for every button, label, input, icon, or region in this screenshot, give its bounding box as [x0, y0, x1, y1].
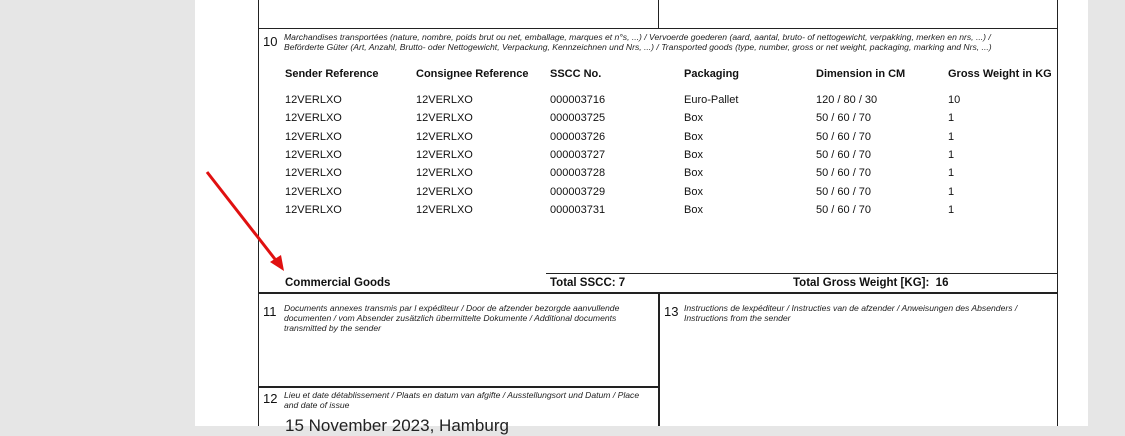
goods-description: Commercial Goods	[285, 277, 391, 289]
table-cell: Euro-Pallet	[684, 94, 739, 106]
red-arrow-annotation	[205, 171, 284, 271]
table-cell: 50 / 60 / 70	[816, 203, 872, 216]
table-cell: 1	[948, 112, 955, 125]
table-cell: 12VERLXO	[285, 167, 342, 180]
column-header: Sender Reference	[285, 68, 379, 80]
table-cell: Box	[684, 130, 703, 143]
table-cell: 12VERLXO	[416, 148, 473, 161]
table-cell: 000003731	[550, 203, 606, 216]
table-cell: 1	[948, 130, 955, 143]
table-cell: 12VERLXO	[416, 185, 473, 198]
divider	[258, 28, 1058, 29]
divider	[658, 294, 660, 426]
table-cell: 12VERLXO	[285, 130, 342, 143]
section-label: Marchandises transportées (nature, nombr…	[284, 32, 991, 42]
table-cell: 12VERLXO	[416, 203, 473, 216]
table-cell: 1	[948, 167, 955, 180]
table-cell: 000003729	[550, 185, 606, 198]
table-cell: 000003727	[550, 148, 606, 161]
section-label: Lieu et date détablissement / Plaats en …	[284, 390, 640, 410]
table-cell: 12VERLXO	[285, 185, 342, 198]
section-label: Documents annexes transmis par l expédit…	[284, 303, 620, 333]
table-cell: 1	[948, 185, 955, 198]
section-number: 13	[664, 304, 679, 319]
table-cell: Box	[684, 203, 703, 216]
table-cell: 12VERLXO	[285, 94, 342, 106]
table-cell: 12VERLXO	[285, 203, 342, 216]
form-border-left	[258, 0, 259, 426]
column-header: Consignee Reference	[416, 68, 529, 80]
table-cell: 1	[948, 148, 955, 161]
divider	[258, 292, 1058, 294]
column-header: Dimension in CM	[816, 68, 906, 80]
table-cell: Box	[684, 148, 703, 161]
divider	[658, 0, 659, 29]
table-cell: Box	[684, 167, 703, 180]
table-cell: 120 / 80 / 30	[816, 94, 878, 106]
table-cell: 50 / 60 / 70	[816, 167, 872, 180]
table-cell: 12VERLXO	[285, 148, 342, 161]
table-cell: 000003726	[550, 130, 606, 143]
total-gross-weight: Total Gross Weight [KG]: 16	[793, 277, 949, 289]
form-border-right	[1057, 0, 1058, 426]
table-cell: Box	[684, 185, 703, 198]
table-cell: 50 / 60 / 70	[816, 130, 872, 143]
table-cell: 12VERLXO	[416, 130, 473, 143]
table-cell: 1	[948, 203, 955, 216]
document-page	[195, 0, 1088, 426]
section-label: Beförderte Güter (Art, Anzahl, Brutto- o…	[284, 42, 992, 52]
section-number: 10	[263, 34, 278, 49]
table-cell: 50 / 60 / 70	[816, 185, 872, 198]
total-sscc: Total SSCC: 7	[550, 277, 626, 289]
table-cell: 10	[948, 94, 961, 106]
table-cell: 50 / 60 / 70	[816, 148, 872, 161]
section-number: 12	[263, 391, 278, 406]
column-header: SSCC No.	[550, 68, 602, 80]
divider	[546, 273, 1058, 274]
section-label: Instructions de lexpéditeur / Instructie…	[684, 303, 1018, 323]
table-cell: 000003728	[550, 167, 606, 180]
table-cell: 12VERLXO	[416, 112, 473, 125]
section-number: 11	[263, 304, 277, 319]
table-cell: 12VERLXO	[416, 94, 473, 106]
table-cell: 12VERLXO	[416, 167, 473, 180]
table-cell: 12VERLXO	[285, 112, 342, 125]
table-cell: 000003716	[550, 94, 606, 106]
column-header: Gross Weight in KG	[948, 68, 1052, 80]
table-cell: Box	[684, 112, 703, 125]
table-cell: 000003725	[550, 112, 606, 125]
divider	[258, 386, 659, 388]
table-cell: 50 / 60 / 70	[816, 112, 872, 125]
column-header: Packaging	[684, 68, 740, 80]
